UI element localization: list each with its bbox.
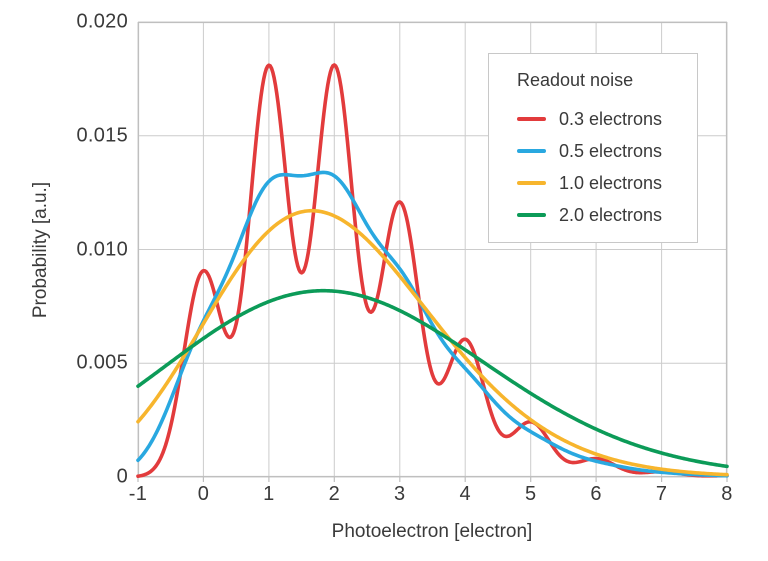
y-tick-label: 0 bbox=[116, 465, 128, 488]
legend-title: Readout noise bbox=[517, 70, 634, 90]
x-tick-label: 3 bbox=[394, 483, 406, 505]
x-tick-label: 1 bbox=[263, 483, 275, 505]
x-tick-label: 7 bbox=[655, 483, 668, 505]
curves bbox=[136, 63, 729, 479]
x-tick-label: 6 bbox=[590, 483, 602, 505]
x-tick-label: 0 bbox=[197, 483, 210, 505]
legend-swatch-red-line bbox=[517, 117, 546, 121]
x-axis-title: Photoelectron [electron] bbox=[331, 521, 533, 542]
legend-item-label: 2.0 electrons bbox=[559, 204, 663, 225]
legend-item: 1.0 electrons bbox=[517, 167, 689, 199]
legend-item: 2.0 electrons bbox=[517, 199, 689, 231]
plot-area bbox=[136, 21, 729, 482]
plot-frame bbox=[137, 21, 728, 478]
series-line-0-5-electrons bbox=[136, 170, 729, 478]
y-tick-label: 0.005 bbox=[76, 351, 128, 374]
legend-item-label: 0.5 electrons bbox=[559, 140, 663, 161]
legend-swatch-yellow-line bbox=[517, 181, 546, 185]
y-tick-label: 0.015 bbox=[76, 124, 128, 147]
x-tick-label: 4 bbox=[459, 483, 471, 505]
legend-swatch-blue-line bbox=[517, 149, 546, 153]
x-tick-label: 5 bbox=[524, 483, 537, 505]
y-tick-label: 0.010 bbox=[76, 238, 128, 260]
legend: Readout noise 0.3 electrons 0.5 electron… bbox=[488, 53, 698, 243]
series-line-2-0-electrons bbox=[136, 288, 729, 469]
series-line-0-3-electrons bbox=[136, 63, 729, 479]
axis-ticks bbox=[137, 477, 728, 482]
legend-swatch-green-line bbox=[517, 213, 546, 217]
plot-svg bbox=[136, 21, 729, 482]
x-tick-label: 8 bbox=[721, 483, 733, 505]
x-tick-label: 2 bbox=[328, 483, 341, 505]
series-line-1-0-electrons bbox=[136, 208, 729, 477]
legend-item: 0.5 electrons bbox=[517, 135, 689, 167]
legend-items: 0.3 electrons 0.5 electrons 1.0 electron… bbox=[517, 103, 689, 231]
y-tick-label: 0.020 bbox=[76, 10, 128, 33]
x-tick-label: -1 bbox=[128, 483, 148, 505]
legend-item: 0.3 electrons bbox=[517, 103, 689, 135]
legend-item-label: 0.3 electrons bbox=[559, 108, 663, 129]
legend-item-label: 1.0 electrons bbox=[559, 172, 663, 193]
